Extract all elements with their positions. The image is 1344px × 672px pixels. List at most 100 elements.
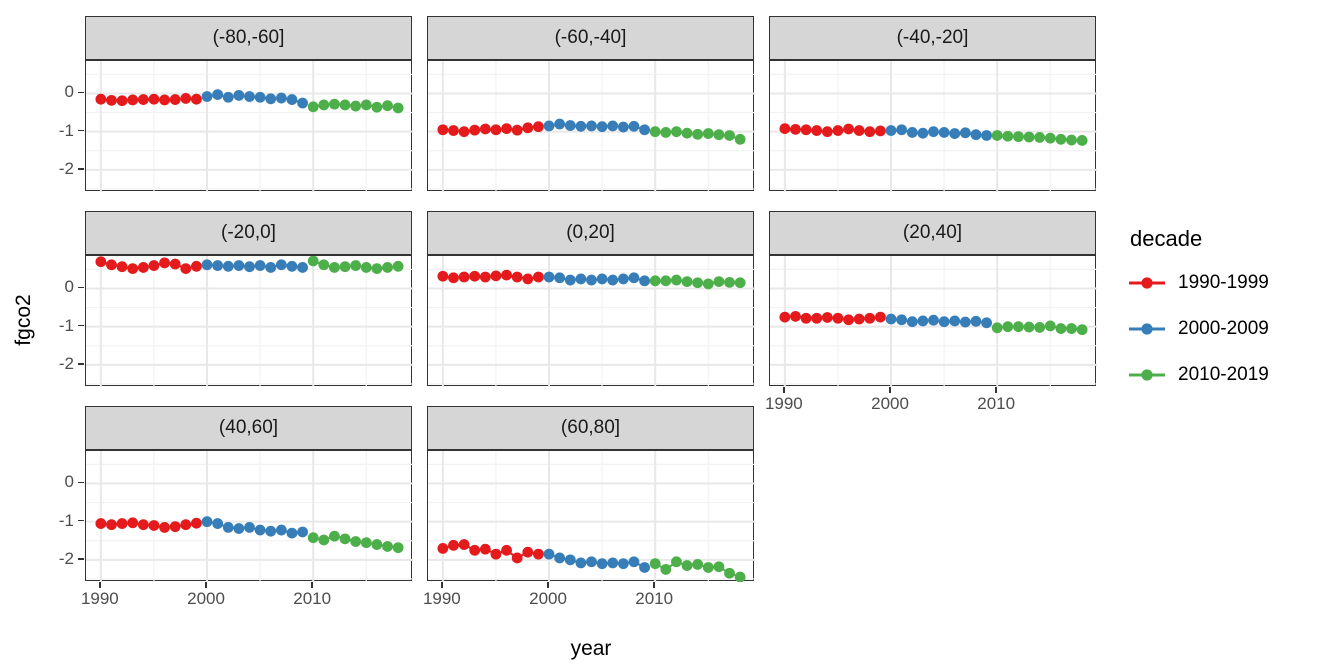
data-point xyxy=(265,93,277,105)
data-point xyxy=(275,92,287,104)
series-1990-1999 xyxy=(779,123,886,138)
data-point xyxy=(628,120,640,132)
data-point xyxy=(511,552,523,564)
data-point xyxy=(885,125,897,136)
data-point xyxy=(843,123,854,135)
data-point xyxy=(724,276,735,288)
facet-strip: (0,20] xyxy=(427,211,754,255)
data-point xyxy=(458,271,470,283)
data-point xyxy=(713,129,725,141)
data-point xyxy=(991,322,1003,334)
data-point xyxy=(501,269,512,281)
data-point xyxy=(843,314,854,326)
data-point xyxy=(853,125,865,136)
data-point xyxy=(159,94,170,106)
data-point xyxy=(543,271,555,283)
x-tick-label: 2000 xyxy=(871,394,909,413)
data-point xyxy=(938,127,950,138)
data-point xyxy=(169,94,181,105)
y-axis-title: fgco2 xyxy=(12,294,35,346)
y-tick-mark xyxy=(78,363,84,365)
data-point xyxy=(501,123,512,135)
series-2000-2009 xyxy=(543,548,650,573)
data-point xyxy=(533,548,544,560)
data-point xyxy=(734,133,746,145)
data-point xyxy=(1013,131,1024,143)
data-point xyxy=(339,261,351,273)
data-point xyxy=(180,519,192,531)
data-point xyxy=(790,123,801,135)
data-point xyxy=(297,97,308,109)
data-point xyxy=(607,274,619,286)
y-tick-mark xyxy=(78,519,84,522)
data-point xyxy=(543,548,555,560)
data-point xyxy=(554,272,566,284)
data-point xyxy=(254,91,266,103)
data-point xyxy=(350,536,362,547)
data-point xyxy=(360,262,372,273)
data-point xyxy=(1002,321,1014,333)
data-point xyxy=(649,275,661,287)
data-point xyxy=(779,311,791,323)
data-point xyxy=(437,542,449,554)
data-point xyxy=(617,558,629,570)
x-tick-mark xyxy=(889,387,891,393)
facet-panel xyxy=(769,60,1097,192)
data-point xyxy=(371,539,383,550)
series-2010-2019 xyxy=(649,274,746,290)
series-2010-2019 xyxy=(307,98,404,114)
series-1990-1999 xyxy=(95,517,202,533)
data-point xyxy=(458,126,470,138)
x-tick-label: 1990 xyxy=(764,394,803,413)
data-point xyxy=(201,516,213,528)
data-point xyxy=(811,125,823,136)
data-point xyxy=(617,273,629,285)
data-point xyxy=(596,558,608,570)
data-point xyxy=(371,263,383,275)
data-point xyxy=(543,120,555,132)
data-point xyxy=(265,525,277,537)
facet-strip-label: (-20,0] xyxy=(221,222,276,243)
data-point xyxy=(959,316,971,328)
data-point xyxy=(469,124,481,136)
data-point xyxy=(339,99,351,111)
series-1990-1999 xyxy=(437,121,544,138)
data-point xyxy=(137,519,149,531)
data-point xyxy=(681,276,693,287)
data-point xyxy=(949,128,961,139)
facet-plot-area xyxy=(86,61,413,192)
gridlines-minor xyxy=(86,451,413,582)
data-point xyxy=(448,125,459,136)
data-point xyxy=(127,517,139,529)
data-point xyxy=(1044,320,1056,332)
facet-strip-label: (60,80] xyxy=(560,417,621,438)
data-point xyxy=(490,270,502,282)
data-point xyxy=(169,521,181,533)
data-point xyxy=(95,256,107,268)
data-point xyxy=(821,126,833,138)
data-point xyxy=(928,126,939,138)
gridlines-major xyxy=(86,61,413,192)
facet-plot-area xyxy=(770,256,1097,387)
data-point xyxy=(885,313,897,325)
facet-strip: (-40,-20] xyxy=(769,16,1096,60)
data-point xyxy=(191,260,202,272)
data-point xyxy=(724,130,735,141)
data-point xyxy=(896,314,908,326)
data-point xyxy=(329,262,340,273)
facet-strip-label: (40,60] xyxy=(218,417,279,438)
gridlines-minor xyxy=(86,61,413,192)
data-point xyxy=(586,274,597,286)
data-point xyxy=(1055,323,1067,334)
data-point xyxy=(318,534,330,546)
data-point xyxy=(1076,324,1088,336)
facet-panel xyxy=(427,60,755,192)
data-point xyxy=(875,311,886,323)
data-point xyxy=(95,93,107,105)
data-point xyxy=(222,521,234,533)
y-tick-label: 0 xyxy=(64,82,74,102)
y-tick-label: -1 xyxy=(58,510,74,530)
series-2000-2009 xyxy=(201,259,308,273)
legend-entry-label: 2000-2009 xyxy=(1178,318,1269,339)
data-point xyxy=(479,271,491,283)
